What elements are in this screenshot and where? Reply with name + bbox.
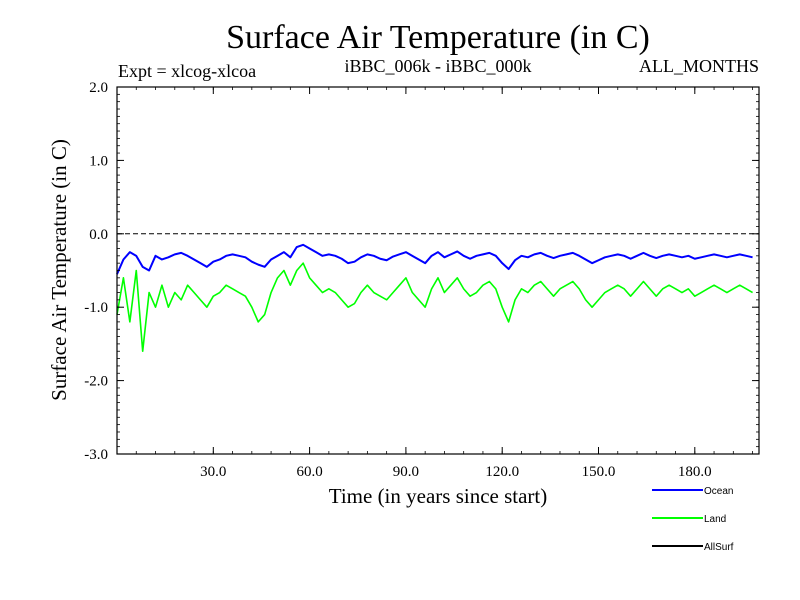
x-tick-label: 30.0 bbox=[200, 464, 226, 480]
chart-title: Surface Air Temperature (in C) bbox=[226, 19, 650, 56]
chart-subtitle-center: iBBC_006k - iBBC_000k bbox=[344, 56, 531, 76]
x-tick-label: 150.0 bbox=[582, 464, 616, 480]
chart-subtitle-left: Expt = xlcog-xlcoa bbox=[118, 61, 256, 81]
x-tick-label: 180.0 bbox=[678, 464, 712, 480]
legend: Ocean Land AllSurf bbox=[652, 486, 734, 553]
y-tick-label: -1.0 bbox=[84, 300, 108, 316]
x-axis-label: Time (in years since start) bbox=[329, 484, 548, 508]
series-line-ocean bbox=[116, 243, 753, 275]
x-tick-label: 60.0 bbox=[296, 464, 322, 480]
x-tick-label: 90.0 bbox=[393, 464, 419, 480]
legend-label-land: Land bbox=[704, 514, 726, 525]
x-tick-label: 120.0 bbox=[485, 464, 519, 480]
legend-label-ocean: Ocean bbox=[704, 486, 733, 497]
y-axis-label: Surface Air Temperature (in C) bbox=[47, 139, 71, 401]
y-tick-label: 2.0 bbox=[89, 80, 108, 96]
y-tick-label: -3.0 bbox=[84, 447, 108, 463]
y-tick-label: 1.0 bbox=[89, 153, 108, 169]
series-line-land bbox=[116, 262, 753, 353]
plot-frame bbox=[116, 86, 760, 455]
y-tick-label: 0.0 bbox=[89, 227, 108, 243]
chart-subtitle-right: ALL_MONTHS bbox=[639, 56, 759, 76]
legend-label-allsurf: AllSurf bbox=[704, 542, 734, 553]
y-tick-label: -2.0 bbox=[84, 374, 108, 390]
